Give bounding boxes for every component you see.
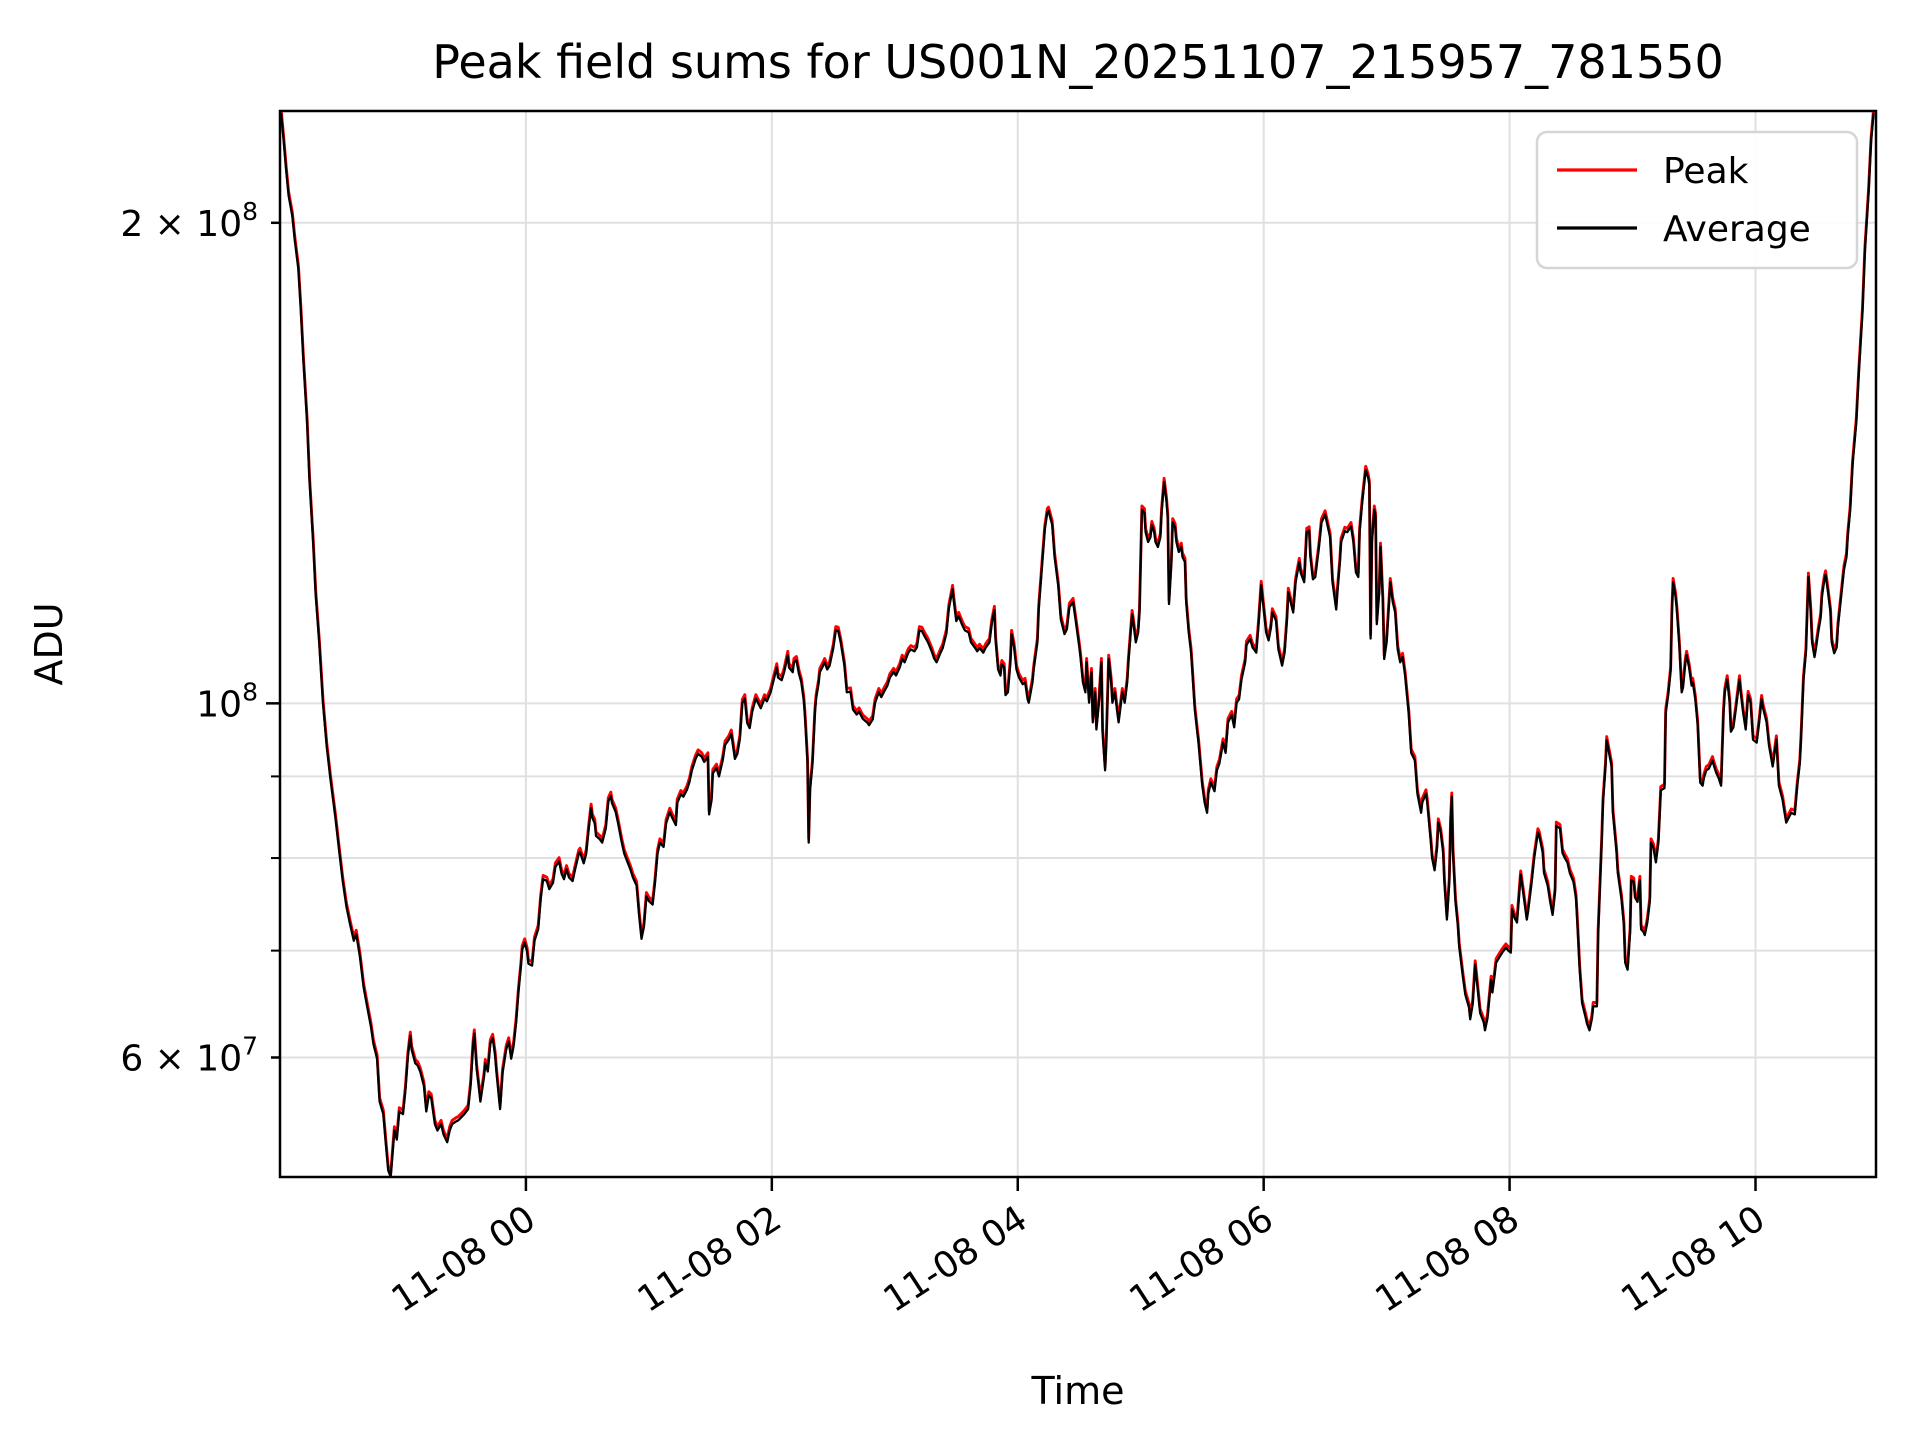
legend-box	[1535, 130, 1859, 270]
y-tick-label: 2 × 108	[120, 197, 258, 245]
gridlines	[280, 111, 1876, 1177]
y-tick-labels: 2 × 108 108 6 × 107	[120, 197, 258, 1080]
x-tick-label: 11-08 02	[631, 1198, 789, 1321]
average-line	[280, 112, 1875, 1177]
peak-line	[280, 111, 1875, 1175]
legend-entry-peak: Peak	[1557, 151, 1749, 192]
x-tick-label: 11-08 00	[385, 1198, 543, 1321]
y-axis-label: ADU	[27, 602, 71, 685]
axis-ticks	[266, 221, 1757, 1191]
y-tick-label: 108	[196, 677, 258, 725]
x-tick-label: 11-08 10	[1614, 1198, 1772, 1321]
x-tick-label: 11-08 08	[1368, 1198, 1526, 1321]
plot-area-frame	[278, 109, 1878, 1179]
legend-entry-average: Average	[1557, 209, 1811, 250]
x-tick-label: 11-08 04	[877, 1198, 1035, 1321]
series-lines	[280, 111, 1875, 1177]
legend-peak-label: Peak	[1663, 151, 1749, 192]
x-tick-labels: 11-08 00 11-08 02 11-08 04 11-08 06 11-08 08…	[385, 1198, 1773, 1321]
y-tick-label: 6 × 107	[120, 1031, 258, 1079]
x-axis-label: Time	[1031, 1369, 1125, 1413]
legend: Peak Average	[1535, 130, 1859, 270]
chart-title: Peak field sums for US001N_20251107_2159…	[432, 35, 1724, 89]
x-tick-label: 11-08 06	[1122, 1198, 1280, 1321]
legend-average-label: Average	[1663, 209, 1811, 250]
